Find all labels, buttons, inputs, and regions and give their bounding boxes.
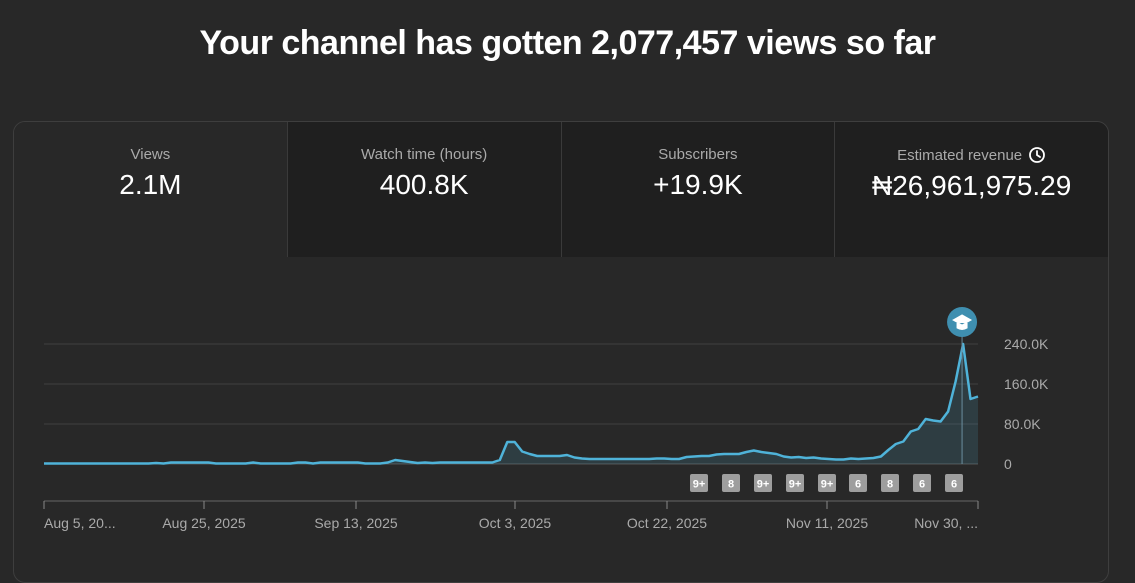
x-tick-label: Oct 22, 2025 <box>627 515 707 531</box>
x-tick-label: Aug 25, 2025 <box>162 515 246 531</box>
badge <box>913 474 931 492</box>
tab-label: Estimated revenue <box>897 146 1023 164</box>
badge <box>722 474 740 492</box>
badge <box>786 474 804 492</box>
views-chart: 240.0K 160.0K 80.0K 0 9+ 8 9+ 9+ 9+ 6 8 6 6 Aug 5, 20… <box>43 307 1049 531</box>
badge-label: 8 <box>887 479 893 491</box>
tab-label: Watch time (hours) <box>361 146 488 163</box>
y-tick-label: 80.0K <box>1004 416 1041 432</box>
tab-value: +19.9K <box>653 169 743 200</box>
metric-tabs: Views 2.1M Watch time (hours) 400.8K Sub… <box>14 122 1108 257</box>
graduation-cap-icon <box>952 314 973 330</box>
tab-label: Views <box>130 146 171 163</box>
analytics-panel: Views 2.1M Watch time (hours) 400.8K Sub… <box>13 121 1109 583</box>
badge-label: 9+ <box>757 479 770 491</box>
badge-label: 6 <box>919 479 925 491</box>
x-tick-label: Oct 3, 2025 <box>479 515 552 531</box>
badge-label: 9+ <box>693 479 706 491</box>
badge-label: 9+ <box>789 479 802 491</box>
y-tick-label: 240.0K <box>1004 336 1049 352</box>
tab-value: 2.1M <box>119 169 182 200</box>
x-tick-label: Nov 30, ... <box>914 515 978 531</box>
y-tick-label: 0 <box>1004 456 1012 472</box>
badge <box>945 474 963 492</box>
x-tick-label: Aug 5, 20... <box>44 515 116 531</box>
clock-icon <box>1029 147 1046 163</box>
series-line <box>44 342 979 465</box>
badge <box>849 474 867 492</box>
badge-label: 8 <box>728 479 734 491</box>
badge-label: 6 <box>951 479 957 491</box>
badge-label: 9+ <box>821 479 834 491</box>
x-tick-label: Sep 13, 2025 <box>314 515 398 531</box>
tab-label-row: Estimated revenue <box>897 146 1046 164</box>
tab-views[interactable]: Views 2.1M <box>14 122 288 257</box>
badge <box>818 474 836 492</box>
x-tick-label: Nov 11, 2025 <box>786 515 868 531</box>
tab-value: ₦26,961,975.29 <box>871 170 1072 201</box>
y-tick-label: 160.0K <box>1004 376 1049 392</box>
series-area <box>44 344 978 464</box>
badge-label: 6 <box>855 479 861 491</box>
tab-subscribers[interactable]: Subscribers +19.9K <box>561 122 836 257</box>
tab-label: Subscribers <box>658 146 738 163</box>
badge <box>754 474 772 492</box>
badge <box>690 474 708 492</box>
page-title: Your channel has gotten 2,077,457 views … <box>199 24 937 62</box>
tab-watch-time[interactable]: Watch time (hours) 400.8K <box>287 122 562 257</box>
tab-estimated-revenue[interactable]: Estimated revenue ₦26,961,975.29 <box>835 122 1108 257</box>
tab-value: 400.8K <box>379 169 469 200</box>
badge <box>881 474 899 492</box>
